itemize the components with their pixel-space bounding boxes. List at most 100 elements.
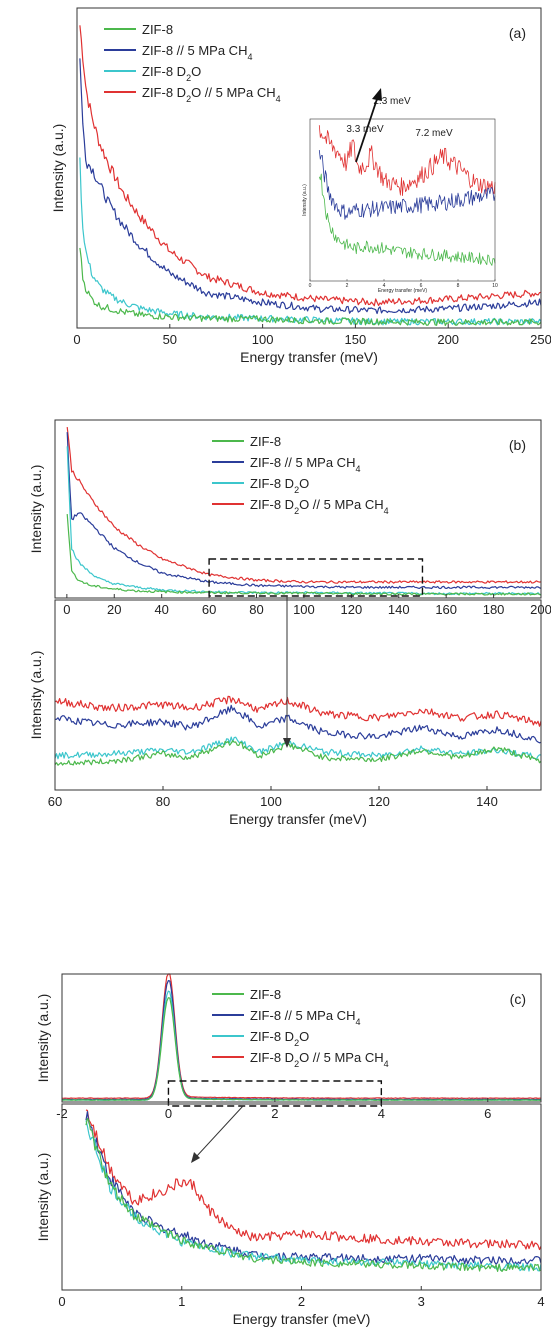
arrowhead bbox=[191, 1152, 200, 1163]
y-axis-label: Intensity (a.u.) bbox=[35, 994, 51, 1083]
series-zif-8-5-mpa-ch4 bbox=[318, 150, 496, 220]
zoom-region-box bbox=[167, 1080, 383, 1107]
plot-frame bbox=[309, 118, 496, 282]
x-tick-label: 140 bbox=[476, 794, 498, 809]
x-tick-label: 100 bbox=[252, 332, 274, 347]
x-tick-label: 2 bbox=[346, 283, 349, 289]
arrowhead bbox=[372, 88, 382, 101]
series-zif-8-d2o-5-mpa-ch4 bbox=[54, 695, 542, 727]
annotation-arrow bbox=[355, 95, 379, 163]
x-tick-label: 2 bbox=[298, 1294, 305, 1309]
peak-annotation: 7.2 meV bbox=[415, 128, 453, 139]
x-tick-label: 150 bbox=[345, 332, 367, 347]
zoom-connector-arrow bbox=[195, 1105, 244, 1158]
legend-entry: ZIF-8 D2O bbox=[250, 476, 309, 495]
legend-entry: ZIF-8 D2O bbox=[142, 64, 201, 83]
x-tick-label: 0 bbox=[165, 1106, 172, 1121]
panel-label: (a) bbox=[509, 25, 526, 41]
x-tick-label: 2 bbox=[271, 1106, 278, 1121]
x-tick-label: 100 bbox=[293, 602, 315, 617]
x-axis-label: Energy transfer (meV) bbox=[233, 1311, 371, 1327]
series-zif-8 bbox=[79, 247, 542, 327]
series-zif-8-5-mpa-ch4 bbox=[54, 704, 542, 744]
x-tick-label: 1 bbox=[178, 1294, 185, 1309]
x-axis-label: Energy transfer (meV) bbox=[229, 811, 367, 827]
x-tick-label: 200 bbox=[437, 332, 459, 347]
legend: ZIF-8 ZIF-8 // 5 MPa CH4 ZIF-8 D2O ZIF-8 D2… bbox=[104, 22, 281, 104]
legend-entry: ZIF-8 // 5 MPa CH4 bbox=[142, 43, 252, 62]
series-zif-8-5-mpa-ch4 bbox=[85, 1111, 542, 1265]
legend-entry: ZIF-8 D2O // 5 MPa CH4 bbox=[142, 85, 281, 104]
x-tick-label: 4 bbox=[383, 283, 386, 289]
x-tick-label: 4 bbox=[537, 1294, 544, 1309]
legend-entry: ZIF-8 D2O bbox=[250, 1029, 309, 1048]
y-axis-label: Intensity (a.u.) bbox=[50, 124, 66, 213]
chart-b-zoom: 60 80 100 120 140 Energy transfer (meV) Intens… bbox=[28, 599, 542, 827]
x-tick-label: 0 bbox=[309, 283, 312, 289]
peak-annotation: 3.3 meV bbox=[346, 124, 384, 135]
plot-frame bbox=[54, 599, 542, 791]
series-zif-8-d2o-5-mpa-ch4 bbox=[61, 973, 542, 1100]
legend: ZIF-8 ZIF-8 // 5 MPa CH4 ZIF-8 D2O ZIF-8 D2… bbox=[212, 434, 389, 516]
x-tick-label: 0 bbox=[73, 332, 80, 347]
legend-entry: ZIF-8 bbox=[250, 987, 281, 1002]
x-tick-label: 160 bbox=[435, 602, 457, 617]
legend-entry: ZIF-8 bbox=[250, 434, 281, 449]
x-tick-label: 3 bbox=[418, 1294, 425, 1309]
zoom-region-box bbox=[208, 558, 424, 597]
legend-entry: ZIF-8 // 5 MPa CH4 bbox=[250, 455, 360, 474]
chart-a-inset: 0 2 4 6 8 10 Energy transfer (meV) Intensity (a… bbox=[302, 88, 498, 294]
series-zif-8 bbox=[61, 997, 542, 1101]
series-zif-8-5-mpa-ch4 bbox=[79, 58, 542, 315]
x-tick-label: 140 bbox=[388, 602, 410, 617]
series-zif-8 bbox=[54, 740, 542, 766]
y-axis-label: Intensity (a.u.) bbox=[28, 465, 44, 554]
x-tick-label: 250 bbox=[530, 332, 551, 347]
x-tick-label: 60 bbox=[48, 794, 62, 809]
x-axis-label: Energy transfer (meV) bbox=[378, 288, 428, 294]
x-tick-label: 120 bbox=[368, 794, 390, 809]
x-tick-label: 6 bbox=[484, 1106, 491, 1121]
plot-frame bbox=[54, 419, 542, 599]
x-tick-label: 50 bbox=[163, 332, 177, 347]
chart-c-zoom: 0 1 2 3 4 Energy transfer (meV) Intensity (a.u… bbox=[35, 1103, 545, 1327]
x-tick-label: 0 bbox=[58, 1294, 65, 1309]
x-axis-label: Energy transfer (meV) bbox=[240, 349, 378, 365]
x-tick-label: 180 bbox=[483, 602, 505, 617]
x-tick-label: 6 bbox=[420, 283, 423, 289]
x-tick-label: 80 bbox=[249, 602, 263, 617]
arrowhead bbox=[283, 738, 291, 748]
x-tick-label: 100 bbox=[260, 794, 282, 809]
series-zif-8-d2o-5-mpa-ch4 bbox=[318, 125, 496, 197]
x-tick-label: 40 bbox=[154, 602, 168, 617]
x-tick-label: 120 bbox=[340, 602, 362, 617]
series-zif-8 bbox=[85, 1117, 542, 1273]
panel-label: (c) bbox=[510, 991, 526, 1007]
y-axis-label: Intensity (a.u.) bbox=[302, 184, 308, 216]
panel-label: (b) bbox=[509, 437, 526, 453]
plot-frame bbox=[61, 973, 542, 1103]
y-axis-label: Intensity (a.u.) bbox=[35, 1153, 51, 1242]
series-zif-8-d2o-5-mpa-ch4 bbox=[85, 1109, 542, 1251]
legend-entry: ZIF-8 // 5 MPa CH4 bbox=[250, 1008, 360, 1027]
series-zif-8 bbox=[318, 173, 496, 266]
x-tick-label: 4 bbox=[378, 1106, 385, 1121]
y-axis-label: Intensity (a.u.) bbox=[28, 651, 44, 740]
series-zif-8-d2o-5-mpa-ch4 bbox=[79, 25, 542, 307]
x-tick-label: 20 bbox=[107, 602, 121, 617]
legend: ZIF-8 ZIF-8 // 5 MPa CH4 ZIF-8 D2O ZIF-8 D2… bbox=[212, 987, 389, 1069]
x-tick-label: 10 bbox=[492, 283, 498, 289]
x-tick-label: 80 bbox=[156, 794, 170, 809]
x-tick-label: 60 bbox=[202, 602, 216, 617]
plot-frame bbox=[76, 7, 542, 329]
series-zif-8-5-mpa-ch4 bbox=[66, 432, 542, 590]
legend-entry: ZIF-8 D2O // 5 MPa CH4 bbox=[250, 497, 389, 516]
x-tick-label: 0 bbox=[63, 602, 70, 617]
legend-entry: ZIF-8 D2O // 5 MPa CH4 bbox=[250, 1050, 389, 1069]
x-tick-label: 8 bbox=[457, 283, 460, 289]
series-zif-8 bbox=[66, 514, 542, 596]
series-zif-8-d2o bbox=[54, 736, 542, 760]
